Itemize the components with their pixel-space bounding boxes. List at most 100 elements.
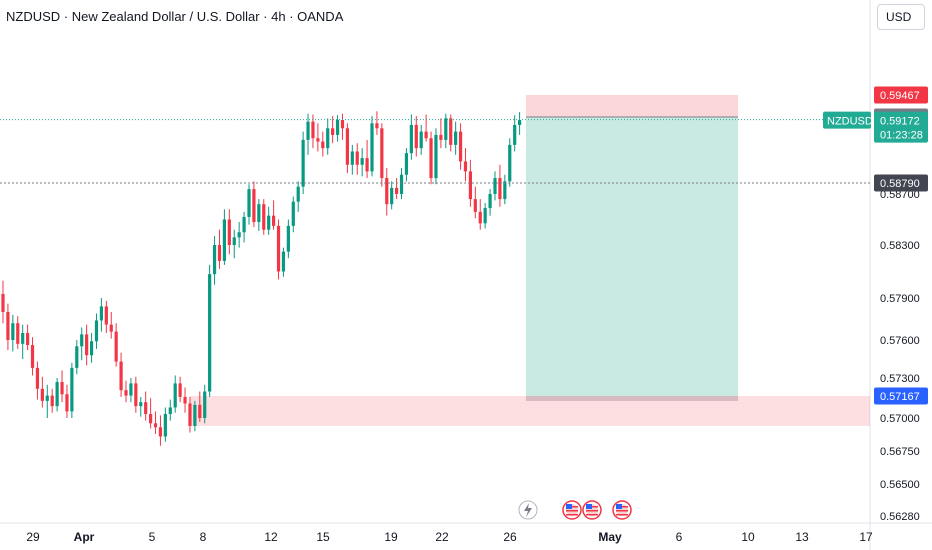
candle-body	[158, 427, 163, 437]
candle-body	[247, 189, 251, 217]
candle-body	[409, 124, 413, 154]
candle-body	[252, 189, 256, 223]
x-tick-label: May	[598, 530, 622, 544]
zone-price-tag: 0.57167	[880, 391, 920, 403]
y-tick-label: 0.56280	[880, 511, 920, 523]
candle-body	[375, 123, 379, 129]
candle-body	[434, 134, 438, 179]
x-tick-label: 22	[435, 530, 449, 544]
candle-body	[129, 383, 133, 396]
candle-body	[478, 211, 482, 224]
candle-body	[70, 367, 74, 412]
candle-body	[399, 174, 404, 194]
x-tick-label: 26	[503, 530, 517, 544]
candle-body	[345, 128, 349, 165]
candle-body	[173, 383, 177, 408]
y-tick-label: 0.57900	[880, 293, 920, 305]
candle-body	[134, 383, 138, 407]
candle-body	[449, 118, 453, 145]
y-tick-label: 0.56750	[880, 446, 920, 458]
candle-body	[424, 131, 428, 139]
flag-canton	[616, 504, 622, 509]
x-tick-label: 8	[200, 530, 207, 544]
x-tick-label: 17	[859, 530, 873, 544]
candle-body	[85, 334, 89, 356]
y-tick-label: 0.58300	[880, 240, 920, 252]
symbol-label-bg	[823, 111, 871, 129]
candle-body	[498, 178, 502, 200]
candle-body	[493, 178, 497, 194]
candle-body	[6, 312, 10, 340]
candle-body	[335, 119, 340, 135]
candle-body	[483, 208, 487, 224]
candle-body	[109, 324, 113, 332]
candle-body	[144, 402, 148, 415]
lightning-icon	[524, 503, 532, 517]
candle-body	[212, 245, 217, 275]
flag-canton	[566, 504, 572, 509]
candle-body	[380, 128, 384, 179]
candle-body	[30, 345, 35, 368]
candle-body	[281, 251, 286, 272]
stop-loss-zone[interactable]	[526, 95, 738, 117]
x-tick-label: 13	[795, 530, 809, 544]
candle-body	[429, 138, 433, 179]
x-tick-label: 5	[149, 530, 156, 544]
candle-body	[11, 323, 15, 340]
candle-body	[296, 186, 300, 202]
x-tick-label: 12	[264, 530, 278, 544]
flag-canton	[586, 504, 592, 509]
candle-body	[395, 187, 399, 194]
crosshair-price-tag-bg	[874, 174, 928, 192]
candle-body	[454, 131, 458, 145]
candle-body	[94, 320, 99, 342]
candle-body	[463, 161, 468, 172]
candle-body	[217, 245, 222, 261]
x-tick-label: 15	[316, 530, 330, 544]
candle-body	[99, 306, 103, 321]
candle-body	[419, 131, 423, 149]
candle-body	[340, 119, 345, 129]
x-tick-label: 29	[26, 530, 40, 544]
candle-body	[26, 333, 30, 346]
last-price-tag-bg	[874, 111, 928, 143]
candle-body	[365, 158, 369, 172]
candle-body	[508, 144, 512, 182]
countdown-timer: 01:23:28	[880, 130, 923, 142]
candle-body	[414, 124, 418, 149]
candle-body	[232, 237, 236, 245]
candle-body	[183, 396, 187, 404]
take-profit-zone[interactable]	[526, 117, 738, 396]
candle-body	[21, 333, 25, 344]
candle-body	[267, 215, 271, 230]
y-tick-label: 0.56500	[880, 479, 920, 491]
demand-zone[interactable]	[190, 396, 870, 426]
candle-body	[321, 141, 325, 149]
candle-body	[40, 388, 44, 401]
candle-body	[163, 414, 167, 437]
candle-body	[178, 383, 182, 397]
candle-body	[518, 119, 522, 125]
candle-body	[488, 194, 492, 209]
chart-title: NZDUSD · New Zealand Dollar / U.S. Dolla…	[6, 9, 344, 24]
symbol-label: NZDUSD	[827, 116, 873, 128]
candle-body	[114, 331, 118, 362]
candle-body	[262, 204, 266, 230]
candle-body	[468, 171, 472, 200]
candle-body	[139, 402, 143, 407]
candle-body	[360, 158, 364, 165]
candle-body	[331, 128, 335, 135]
candle-body	[513, 124, 517, 145]
candle-body	[257, 204, 261, 223]
currency-button[interactable]: USD	[877, 4, 925, 30]
y-tick-label: 0.57000	[880, 413, 920, 425]
candle-body	[350, 151, 354, 165]
candle-body	[104, 306, 108, 325]
candle-body	[458, 131, 463, 162]
flag-stripe	[566, 510, 578, 512]
candle-body	[227, 219, 231, 245]
candle-body	[124, 390, 128, 396]
flag-stripe	[586, 514, 598, 516]
candle-body	[326, 128, 330, 149]
